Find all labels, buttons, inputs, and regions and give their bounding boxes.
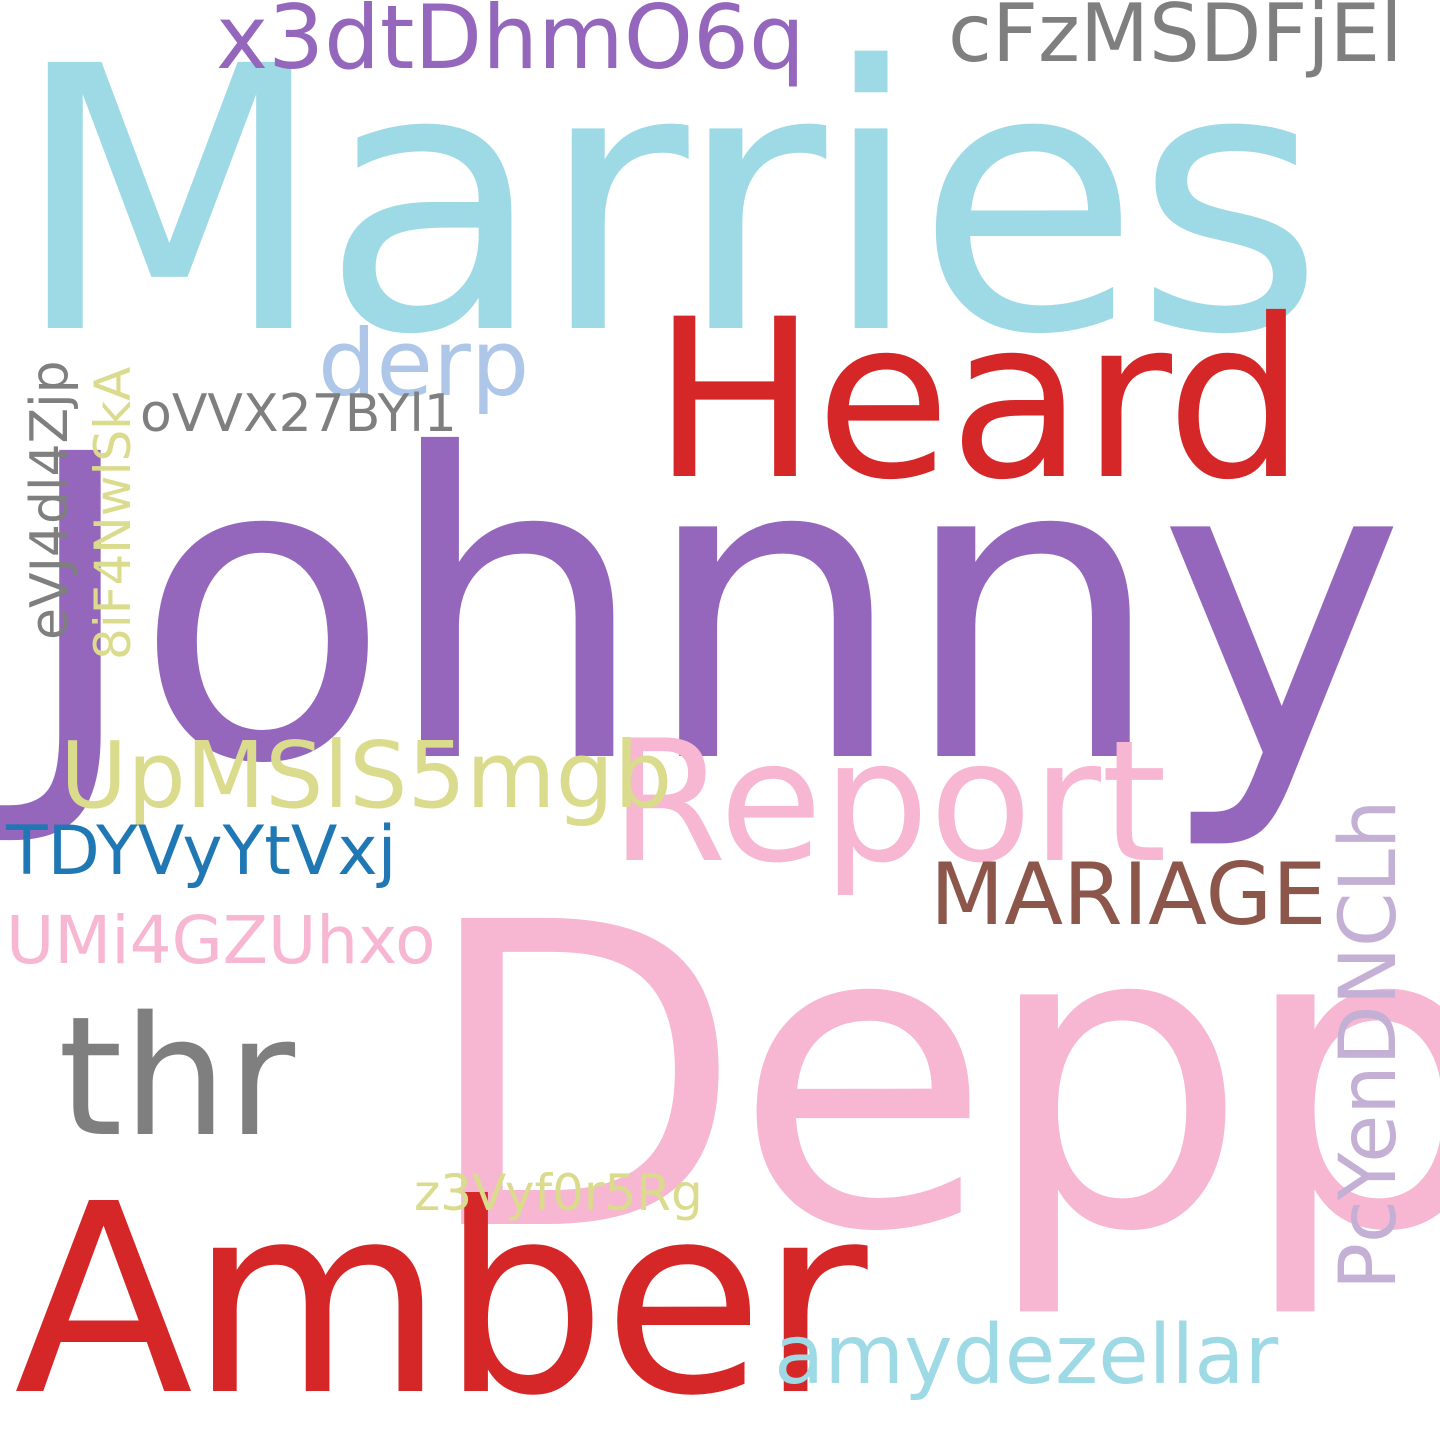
word-heard: Heard: [652, 272, 1306, 528]
word-johnny: Johnny: [18, 367, 1406, 856]
word-thr: thr: [58, 981, 296, 1173]
word-report: Report: [610, 704, 1167, 900]
word-umi4gzuhxo: UMi4GZUhxo: [6, 902, 436, 979]
word-pcyendnclh: PcYenDNCLh: [1324, 799, 1414, 1290]
word-z3vyf0r5rg: z3Vyf0r5Rg: [414, 1164, 703, 1222]
word-upmsls5mgb: UpMSlS5mgb: [60, 722, 673, 829]
word-8if4nwlska: 8iF4NwlSkA: [84, 366, 142, 660]
word-amber: Amber: [14, 1148, 868, 1453]
word-ovvx27byl1: oVVX27BYl1: [140, 384, 457, 444]
word-depp: Depp: [420, 835, 1440, 1324]
word-amydezellar: amydezellar: [774, 1308, 1279, 1403]
word-marries: Marries: [12, 0, 1324, 415]
word-derp: derp: [318, 310, 530, 417]
word-tdyvyytvxj: TDYVyYtVxj: [6, 812, 397, 891]
word-mariage: MARIAGE: [930, 845, 1327, 945]
word-evj4dl4zjp: eVJ4dl4Zjp: [20, 360, 80, 640]
word-cfzmsdfjel: cFzMSDFjEl: [948, 0, 1403, 80]
word-x3dtdhmo6q: x3dtDhmO6q: [216, 0, 805, 89]
